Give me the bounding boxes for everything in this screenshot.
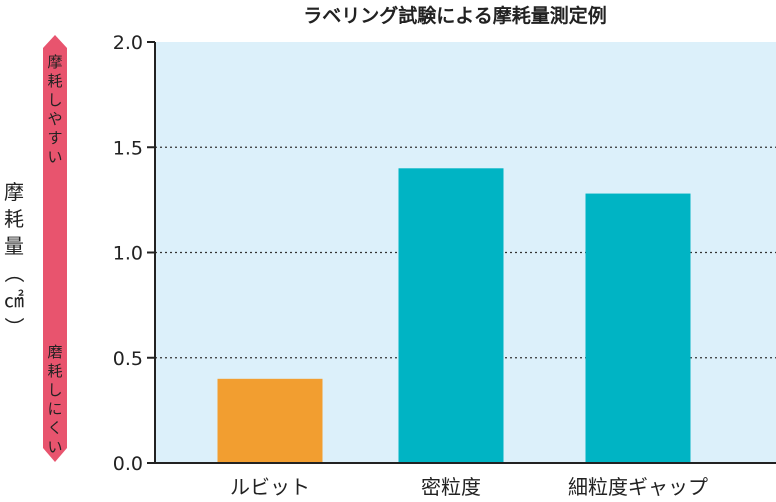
vertical-char: い bbox=[47, 148, 62, 166]
vertical-char: に bbox=[47, 400, 62, 418]
vertical-char: 摩 bbox=[4, 180, 24, 204]
x-category-label: ルビット bbox=[230, 475, 310, 499]
vertical-char: 耗 bbox=[47, 72, 62, 90]
y-axis-label: 摩耗量 （ ㎠ ） bbox=[2, 180, 26, 337]
vertical-char: ㎠ bbox=[4, 288, 24, 312]
y-tick-label: 1.0 bbox=[113, 243, 143, 265]
y-tick-label: 0.5 bbox=[113, 348, 143, 370]
bar-0 bbox=[217, 378, 323, 463]
vertical-char: 摩 bbox=[47, 53, 62, 71]
vertical-char: 量 bbox=[4, 234, 24, 258]
vertical-char: し bbox=[47, 381, 62, 399]
x-category-label: 細粒度ギャップ bbox=[568, 475, 708, 499]
y-tick-label: 1.5 bbox=[113, 137, 143, 159]
scale-arrow-bar bbox=[43, 35, 67, 462]
vertical-char: 耗 bbox=[4, 207, 24, 231]
y-tick-label: 0.0 bbox=[113, 453, 143, 475]
bar-1 bbox=[398, 168, 504, 464]
vertical-char: （ bbox=[2, 263, 26, 283]
chart-title: ラベリング試験による摩耗量測定例 bbox=[303, 4, 606, 27]
y-tick-label: 2.0 bbox=[113, 32, 143, 54]
vertical-char: ） bbox=[2, 317, 26, 337]
vertical-char: い bbox=[47, 438, 62, 456]
vertical-char: く bbox=[47, 419, 62, 437]
bar-2 bbox=[585, 193, 691, 463]
vertical-char: す bbox=[47, 129, 62, 147]
vertical-char: 磨 bbox=[47, 343, 62, 361]
vertical-char: 耗 bbox=[47, 362, 62, 380]
vertical-char: や bbox=[47, 110, 62, 128]
x-category-label: 密粒度 bbox=[421, 475, 481, 499]
vertical-char: し bbox=[47, 91, 62, 109]
